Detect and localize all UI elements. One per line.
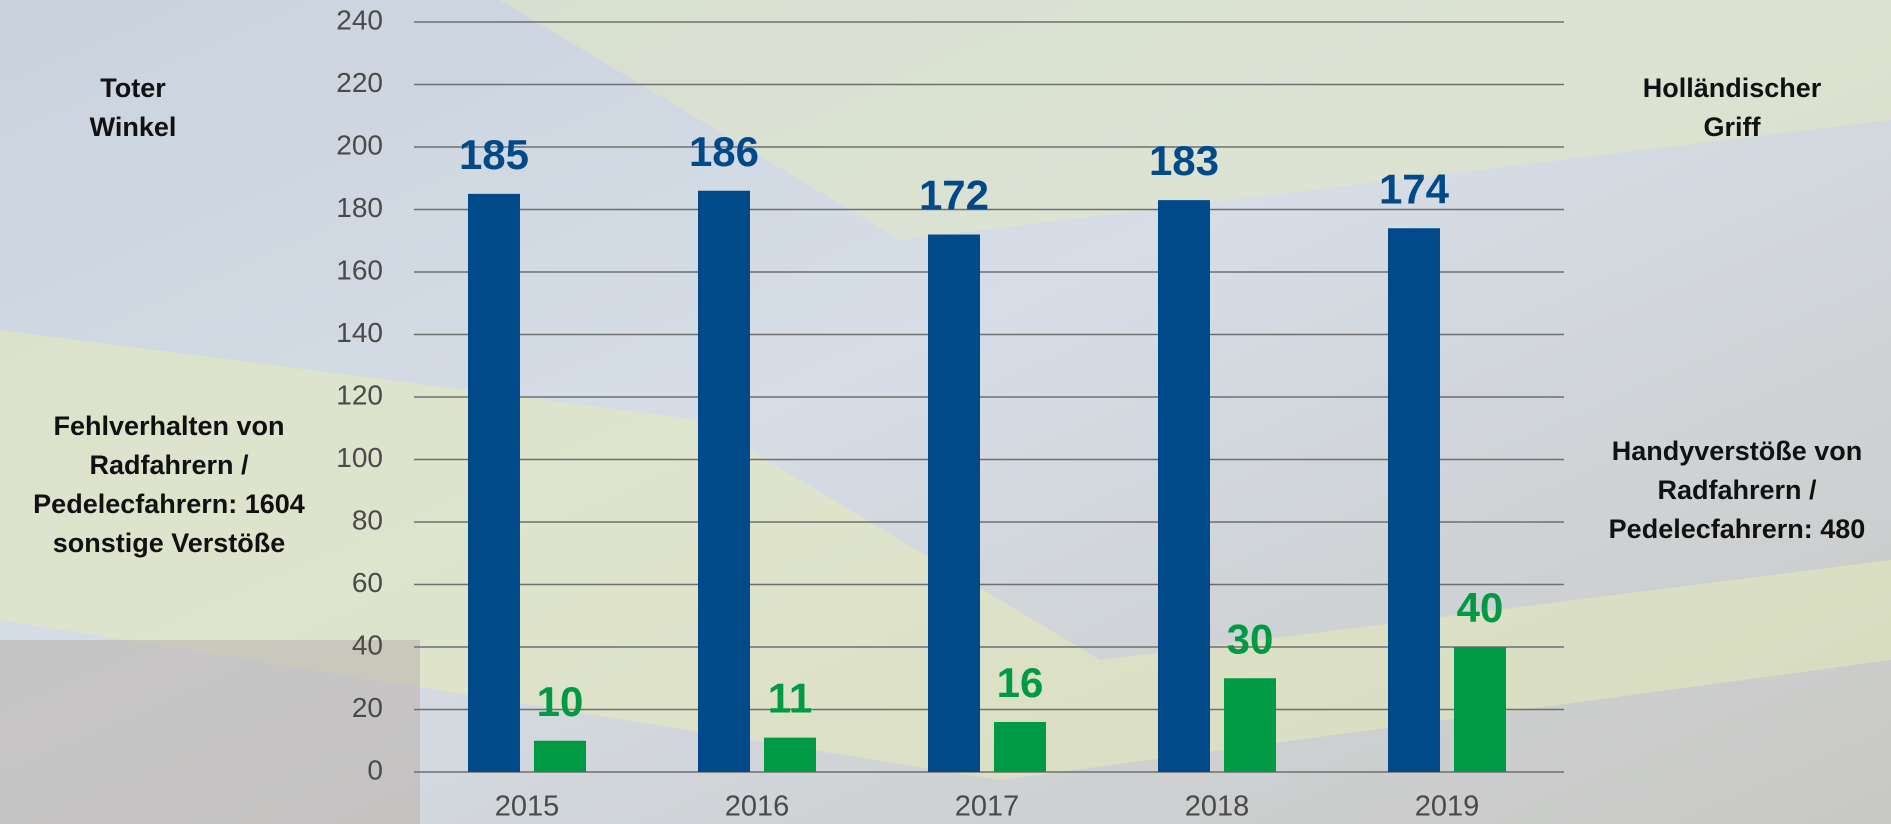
annotation: Handyverstöße von — [1612, 436, 1863, 466]
y-tick-label: 60 — [352, 567, 383, 598]
annotation: Pedelecfahrern: 1604 — [33, 489, 305, 519]
bar — [928, 235, 980, 773]
bar — [698, 191, 750, 772]
x-tick-label: 2019 — [1415, 791, 1480, 823]
y-tick-label: 220 — [336, 67, 383, 98]
bar — [1224, 678, 1276, 772]
bar — [1388, 228, 1440, 772]
y-tick-label: 40 — [352, 629, 383, 660]
bar — [1454, 647, 1506, 772]
y-tick-label: 100 — [336, 442, 383, 473]
annotation: Griff — [1704, 112, 1762, 142]
value-label: 186 — [689, 128, 759, 175]
value-label: 185 — [459, 131, 529, 178]
y-tick-label: 140 — [336, 317, 383, 348]
value-label: 10 — [537, 678, 584, 725]
annotation: Toter — [100, 73, 166, 103]
value-label: 174 — [1379, 165, 1450, 212]
y-tick-label: 240 — [336, 4, 383, 35]
annotation: Radfahrern / — [1657, 475, 1817, 505]
y-tick-label: 200 — [336, 129, 383, 160]
x-tick-label: 2016 — [725, 791, 790, 823]
value-label: 11 — [768, 675, 812, 722]
y-tick-label: 0 — [367, 754, 383, 785]
value-label: 40 — [1457, 584, 1504, 631]
chart: 0 20 40 60 80 100 120 140 160 180 200 220 240 2015 185… — [0, 0, 1891, 824]
x-tick-label: 2018 — [1185, 791, 1250, 823]
y-tick-label: 180 — [336, 192, 383, 223]
y-tick-label: 160 — [336, 254, 383, 285]
x-tick-label: 2017 — [955, 791, 1020, 823]
value-label: 16 — [997, 659, 1044, 706]
annotation: Winkel — [90, 112, 177, 142]
y-tick-label: 20 — [352, 692, 383, 723]
value-label: 183 — [1149, 137, 1219, 184]
annotation: Pedelecfahrern: 480 — [1609, 514, 1866, 544]
y-tick-label: 80 — [352, 504, 383, 535]
bar — [534, 741, 586, 772]
x-tick-label: 2015 — [495, 791, 560, 823]
background-ground — [0, 640, 420, 824]
value-label: 172 — [919, 172, 989, 219]
annotation: Fehlverhalten von — [53, 411, 284, 441]
bar — [468, 194, 520, 772]
annotation: Radfahrern / — [89, 450, 249, 480]
y-tick-label: 120 — [336, 379, 383, 410]
bar — [764, 738, 816, 772]
value-label: 30 — [1227, 615, 1274, 662]
bar — [1158, 200, 1210, 772]
bar — [994, 722, 1046, 772]
annotation: Holländischer — [1643, 73, 1822, 103]
annotation: sonstige Verstöße — [53, 528, 286, 558]
